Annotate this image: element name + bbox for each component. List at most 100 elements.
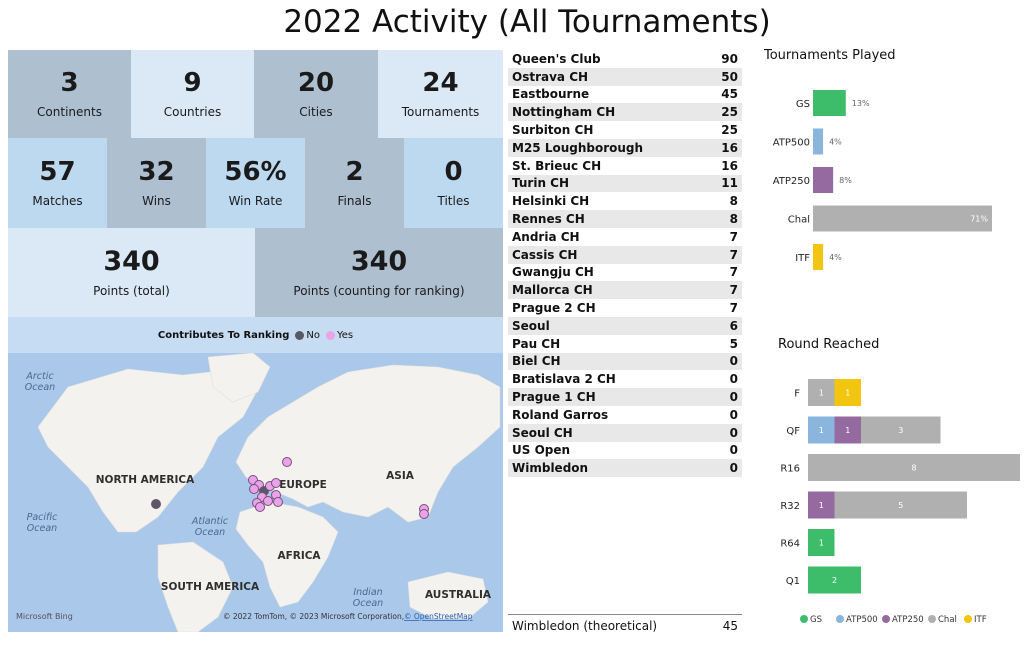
kpi-label: Tournaments	[401, 105, 480, 120]
row-name: Biel CH	[512, 354, 561, 369]
rr-value-label: 3	[898, 426, 903, 435]
kpi-label: Finals	[337, 194, 372, 209]
kpi-value: 2	[345, 156, 364, 187]
rr-value-label: 1	[819, 501, 824, 510]
rr-bar-segment	[834, 416, 861, 444]
map-marker-rennes[interactable]	[249, 484, 259, 494]
map-marker-us-open[interactable]	[151, 499, 161, 509]
row-points: 0	[729, 390, 738, 405]
kpi-value: 56%	[224, 156, 287, 187]
rr-bar-segment	[808, 529, 835, 556]
rr-bar-segment	[808, 566, 861, 594]
map-copyright: © 2022 TomTom, © 2023 Microsoft Corporat…	[223, 612, 404, 621]
page-title: 2022 Activity (All Tournaments)	[283, 4, 771, 40]
table-row: St. Brieuc CH 16	[508, 156, 742, 175]
australia-label: AUSTRALIA	[425, 589, 492, 601]
row-name: Ostrava CH	[512, 69, 589, 84]
map-legend-title: Contributes To Ranking	[157, 329, 290, 341]
kpi-label: Cities	[299, 105, 333, 120]
kpi-value: 340	[350, 245, 408, 277]
rr-legend-label: ITF	[974, 615, 987, 625]
row-points: 7	[729, 265, 738, 280]
map-marker-gwangju[interactable]	[419, 509, 429, 519]
asia-label: ASIA	[386, 470, 415, 482]
north-america-label: NORTH AMERICA	[96, 474, 195, 486]
tp-bar	[813, 90, 846, 116]
atlantic-ocean-label-1: Atlantic	[191, 516, 229, 527]
row-name: M25 Loughborough	[512, 140, 644, 155]
pacific-ocean-label-1: Pacific	[27, 512, 59, 523]
greenland-landmass	[207, 352, 271, 403]
kpi-value: 3	[60, 67, 79, 98]
world-map-svg: Arctic Ocean Pacific Ocean Atlantic Ocea…	[16, 352, 501, 632]
round-reached-chart: F 1 1 QF 1 1 3 R16 8 R32 1 5 R64 1 Q1 2 GS ATP500 ATP250 Ch…	[780, 379, 1020, 625]
table-row: Bratislava 2 CH 0	[508, 370, 742, 389]
table-row: Mallorca CH 7	[508, 281, 742, 300]
rr-legend-dot	[882, 615, 890, 623]
map-marker-cassis[interactable]	[263, 496, 273, 506]
row-name: Roland Garros	[512, 407, 609, 422]
rr-legend-label: ATP250	[892, 615, 924, 625]
rr-legend-dot	[836, 615, 844, 623]
row-name: Gwangju CH	[512, 265, 594, 280]
africa-landmass	[235, 501, 339, 608]
table-row: Turin CH 11	[508, 174, 742, 193]
table-row: Ostrava CH 50	[508, 67, 742, 86]
legend-yes-label: Yes	[336, 329, 354, 341]
row-name: Bratislava 2 CH	[512, 372, 616, 387]
tp-category-label: GS	[796, 99, 810, 110]
bing-logo-text: Microsoft Bing	[16, 612, 73, 621]
australia-landmass	[407, 571, 489, 620]
row-name: Seoul CH	[512, 425, 573, 440]
pacific-ocean-label-2: Ocean	[27, 523, 57, 534]
kpi-label: Points (counting for ranking)	[293, 284, 465, 299]
legend-no-dot	[295, 330, 305, 340]
osm-link[interactable]: © OpenStreetMap	[404, 612, 473, 621]
map-marker-mallorca[interactable]	[255, 502, 265, 512]
row-name: US Open	[512, 443, 571, 458]
map-legend: Contributes To Ranking No Yes	[8, 317, 503, 353]
kpi-continents: 3 Continents	[8, 50, 131, 138]
tournament-map[interactable]: Contributes To Ranking No Yes Arctic Oce…	[8, 317, 503, 632]
table-row: Prague 2 CH 7	[508, 299, 742, 317]
rr-value-label: 5	[898, 501, 903, 510]
legend-no-label: No	[306, 329, 320, 341]
table-row: US Open 0	[508, 441, 742, 460]
table-row: Andria CH 7	[508, 227, 742, 246]
row-points: 7	[729, 301, 738, 316]
tp-value-label: 8%	[839, 176, 852, 185]
kpi-label: Win Rate	[228, 194, 283, 209]
table-row: Seoul CH 0	[508, 423, 742, 442]
tournaments-played-chart: GS 13% ATP500 4% ATP250 8% Chal 71% ITF 4%	[773, 90, 992, 270]
map-marker-prague[interactable]	[271, 478, 281, 488]
kpi-points-total: 340 Points (total)	[8, 228, 255, 317]
row-points: 11	[721, 176, 738, 191]
kpi-label: Matches	[32, 194, 83, 209]
table-row: Prague 1 CH 0	[508, 388, 742, 406]
row-name: St. Brieuc CH	[512, 158, 602, 173]
legend-yes-dot	[325, 330, 335, 340]
footer-points: 45	[722, 619, 738, 633]
map-marker-andria[interactable]	[273, 497, 283, 507]
tp-value-label: 13%	[852, 99, 870, 108]
tp-value-label: 4%	[829, 138, 842, 147]
tp-bar	[813, 167, 834, 193]
row-name: Prague 1 CH	[512, 390, 596, 405]
kpi-value: 340	[103, 245, 160, 277]
kpi-tournaments: 24 Tournaments	[378, 50, 503, 138]
table-row: Nottingham CH 25	[508, 103, 742, 122]
tournaments-played-title: Tournaments Played	[764, 48, 896, 63]
row-points: 45	[721, 87, 738, 102]
kpi-value: 32	[138, 156, 175, 187]
tp-value-label: 4%	[829, 253, 842, 262]
kpi-finals: 2 Finals	[305, 138, 404, 228]
map-marker-helsinki[interactable]	[282, 457, 292, 467]
tp-category-label: ATP250	[773, 176, 810, 187]
kpi-label: Countries	[163, 105, 222, 120]
row-points: 7	[729, 247, 738, 262]
rr-bar-segment	[808, 454, 1020, 481]
rr-bar-segment	[861, 416, 941, 444]
rr-category-label: R16	[780, 464, 800, 475]
row-points: 90	[721, 51, 738, 66]
table-row: Pau CH 5	[508, 334, 742, 353]
